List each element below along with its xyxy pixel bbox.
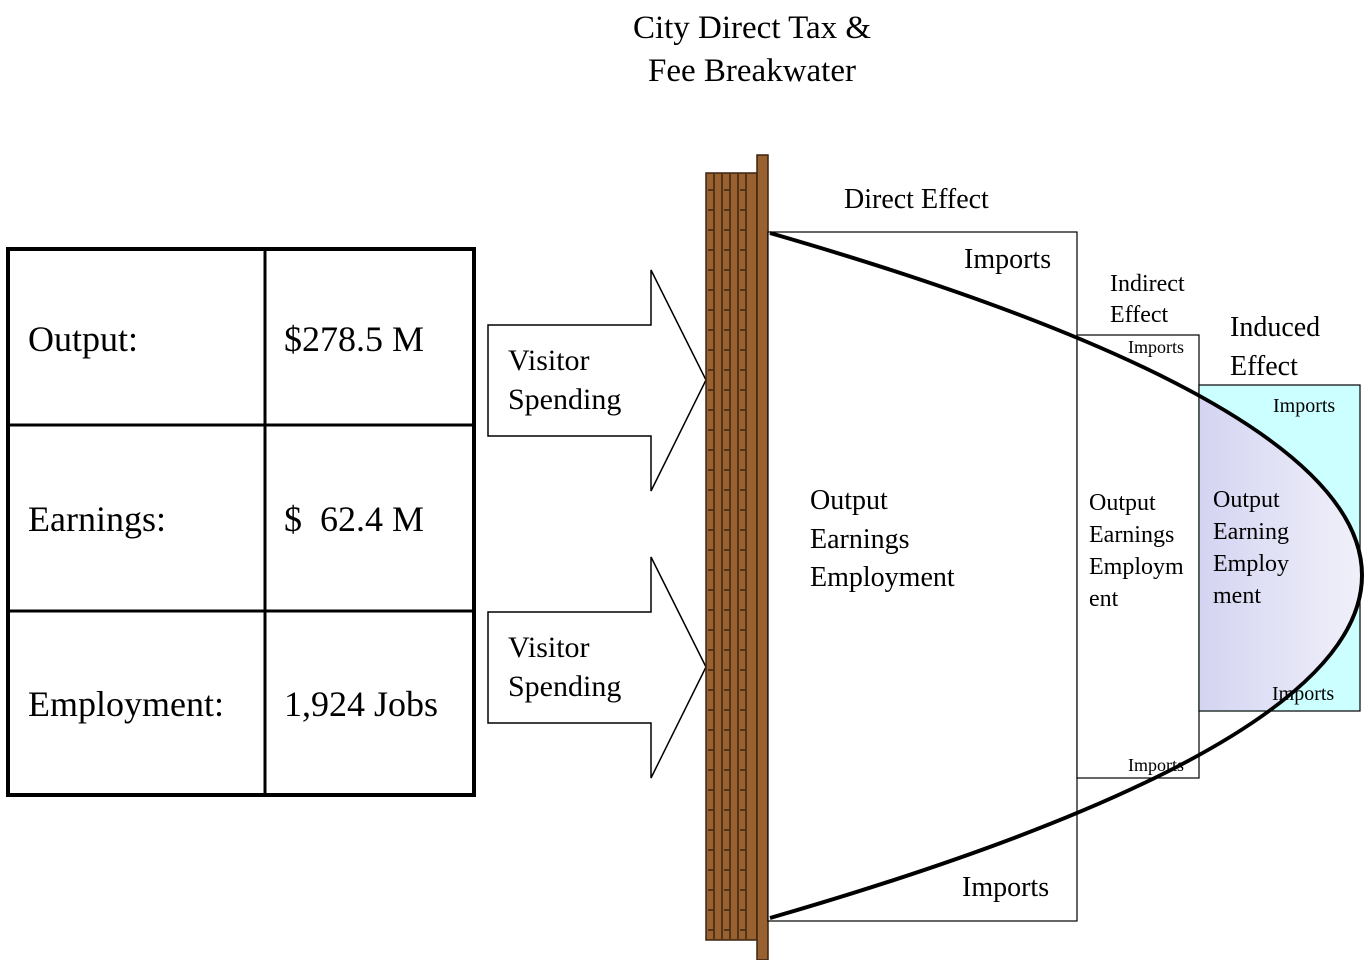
table-cell: 1,924 Jobs [284,684,438,724]
effect-body: Earnings [1089,522,1174,548]
arrow [488,557,706,778]
imports-label: Imports [962,872,1049,903]
table-cell: Output: [28,319,138,359]
effect-body: Earnings [810,524,910,555]
effect-label: Induced [1230,312,1320,343]
effect-body: ment [1213,583,1261,609]
effect-body: Output [1213,487,1280,513]
table-cell: $ 62.4 M [284,499,424,539]
breakwater-wall [706,155,768,960]
effect-body: Employm [1089,554,1184,580]
effect-body: Output [810,485,888,516]
effect-body: ent [1089,586,1119,612]
summary-table: Output: $278.5 M Earnings: $ 62.4 M Empl… [8,249,474,795]
effect-body: Earning [1213,519,1289,545]
arrow [488,270,706,491]
imports-label: Imports [1272,683,1334,705]
title-line: Fee Breakwater [648,53,856,89]
table-cell: $278.5 M [284,319,424,359]
title-line: City Direct Tax & [633,10,871,46]
effect-label: Indirect [1110,271,1185,297]
imports-label: Imports [1128,755,1184,775]
table-cell: Earnings: [28,499,166,539]
arrow-label: Spending [508,383,621,416]
effect-body: Output [1089,490,1156,516]
effect-body: Employment [810,562,955,593]
arrow-label: Spending [508,670,621,703]
effect-label: Effect [1230,351,1298,382]
imports-label: Imports [964,244,1051,275]
table-cell: Employment: [28,684,224,724]
arrow-label: Visitor [508,631,590,664]
effect-label: Effect [1110,302,1169,328]
diagram: City Direct Tax & Fee Breakwater Output:… [0,0,1368,960]
arrow-label: Visitor [508,344,590,377]
effect-body: Employ [1213,551,1289,577]
wall-post [757,155,768,960]
imports-label: Imports [1273,395,1335,417]
imports-label: Imports [1128,337,1184,357]
effect-label: Direct Effect [844,184,989,215]
